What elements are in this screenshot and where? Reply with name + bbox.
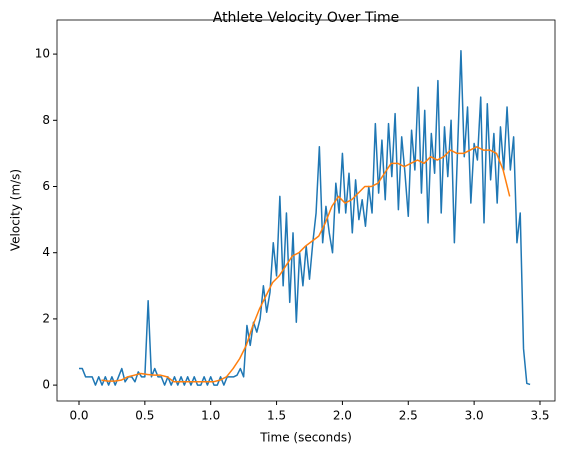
x-tick-label: 1.0 bbox=[201, 409, 220, 423]
y-tick-label: 2 bbox=[42, 311, 50, 325]
x-tick-label: 1.5 bbox=[267, 409, 286, 423]
x-tick-label: 2.0 bbox=[333, 409, 352, 423]
series-line bbox=[78, 50, 531, 386]
x-tick-label: 0.5 bbox=[135, 409, 154, 423]
series-line bbox=[101, 146, 511, 383]
y-tick-label: 10 bbox=[35, 47, 50, 61]
x-tick-label: 2.5 bbox=[399, 409, 418, 423]
y-axis-label: Velocity (m/s) bbox=[9, 169, 23, 251]
y-tick-label: 0 bbox=[42, 378, 50, 392]
x-tick-label: 3.5 bbox=[530, 409, 549, 423]
y-tick-label: 4 bbox=[42, 245, 50, 259]
x-tick-label: 3.0 bbox=[465, 409, 484, 423]
plot-frame bbox=[56, 19, 556, 402]
x-axis-label: Time (seconds) bbox=[259, 431, 352, 445]
y-tick-label: 8 bbox=[42, 113, 50, 127]
y-tick-label: 6 bbox=[42, 179, 50, 193]
x-tick-label: 0.0 bbox=[69, 409, 88, 423]
chart-title: Athlete Velocity Over Time bbox=[213, 10, 400, 26]
